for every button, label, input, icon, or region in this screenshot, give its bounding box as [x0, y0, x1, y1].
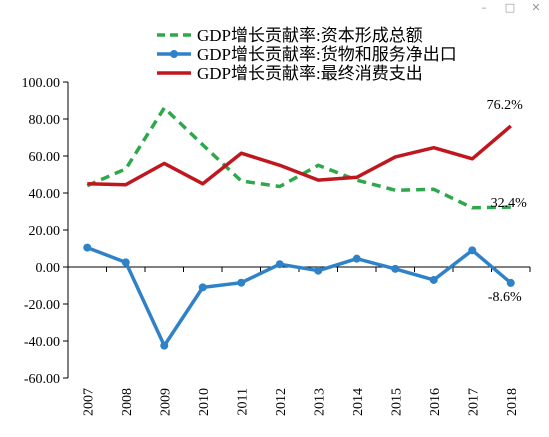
series-point [314, 266, 323, 275]
x-tick-label: 2013 [312, 388, 327, 416]
series-point [468, 246, 477, 255]
x-tick-label: 2012 [274, 388, 289, 416]
legend-label: GDP增长贡献率:资本形成总额 [197, 26, 423, 45]
y-tick-label: -20.00 [24, 298, 60, 313]
end-value-label-1: -8.6% [488, 290, 522, 305]
x-tick-label: 2007 [81, 388, 96, 416]
series-point [121, 258, 130, 267]
legend-label: GDP增长贡献率:货物和服务净出口 [197, 45, 457, 64]
legend-item-0: GDP增长贡献率:资本形成总额 [157, 26, 423, 45]
x-tick-label: 2016 [428, 388, 443, 416]
maximize-icon[interactable]: □ [504, 1, 516, 14]
minimize-icon[interactable]: – [481, 1, 487, 14]
y-tick-label: -60.00 [24, 372, 60, 387]
legend-item-1: GDP增长贡献率:货物和服务净出口 [157, 45, 457, 64]
series-point [160, 341, 169, 350]
legend-label: GDP增长贡献率:最终消费支出 [197, 64, 423, 83]
legend-item-2: GDP增长贡献率:最终消费支出 [157, 64, 423, 83]
series-point [352, 254, 361, 263]
series-point [198, 283, 207, 292]
y-tick-label: 40.00 [29, 187, 61, 202]
series-point [237, 278, 246, 287]
x-tick-label: 2015 [389, 388, 404, 416]
series-line-2 [87, 124, 512, 187]
series-line-1 [86, 245, 512, 348]
chart-data-labels: 32.4% -8.6% 76.2% [487, 98, 528, 305]
end-value-label-2: 76.2% [487, 98, 524, 113]
x-tick-label: 2011 [235, 388, 250, 415]
legend-marker [170, 50, 178, 58]
x-tick-label: 2009 [158, 388, 173, 416]
chart-legend: GDP增长贡献率:资本形成总额GDP增长贡献率:货物和服务净出口GDP增长贡献率… [157, 26, 457, 83]
series-point [429, 275, 438, 284]
series-point [83, 243, 92, 252]
y-tick-label: 100.00 [22, 76, 61, 91]
close-icon[interactable]: ✕ [531, 1, 541, 14]
x-tick-label: 2010 [197, 388, 212, 416]
window-controls: – □ ✕ [471, 0, 549, 16]
y-tick-label: 80.00 [29, 113, 61, 128]
x-tick-label: 2017 [466, 388, 481, 416]
series-point [506, 278, 515, 287]
x-tick-label: 2014 [351, 388, 366, 416]
chart-series [83, 106, 515, 350]
y-tick-label: -40.00 [24, 335, 60, 350]
chart-axes: -60.00 -40.00 -20.00 0.00 20.00 40.00 60.00 80.… [22, 76, 531, 416]
x-tick-label: 2008 [120, 388, 135, 416]
series-point [391, 264, 400, 273]
series-line-0 [86, 106, 511, 210]
y-tick-label: 20.00 [29, 224, 61, 239]
x-tick-label: 2018 [505, 388, 520, 416]
y-tick-label: 0.00 [36, 261, 61, 276]
y-tick-label: 60.00 [29, 150, 61, 165]
series-point [275, 260, 284, 269]
end-value-label-0: 32.4% [491, 196, 528, 211]
